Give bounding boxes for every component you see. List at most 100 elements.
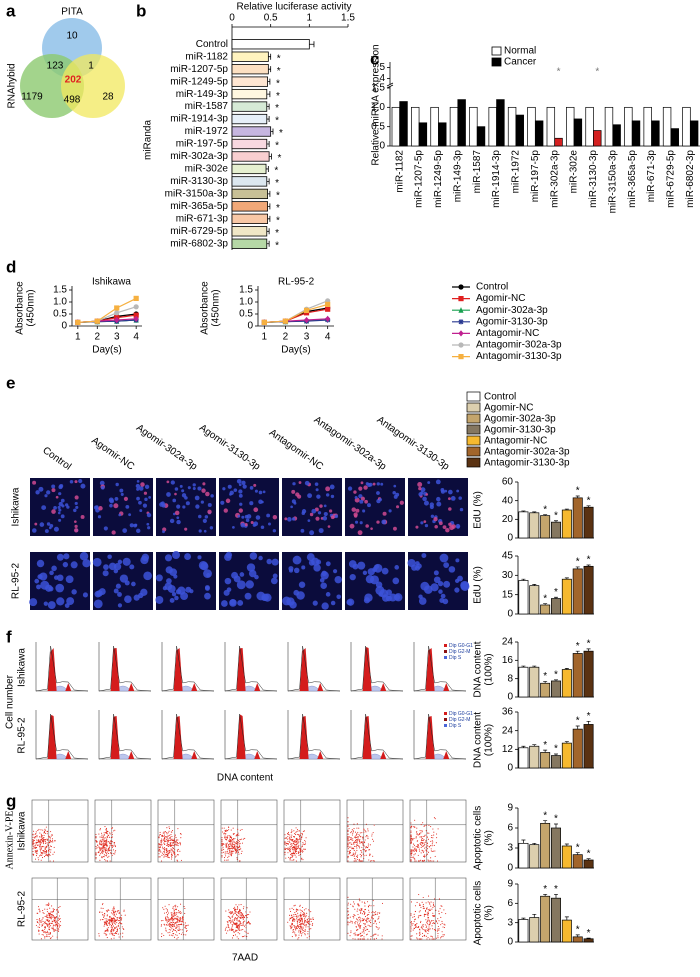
event-dot — [231, 912, 233, 914]
event-dot — [39, 839, 41, 841]
event-dot — [434, 898, 436, 900]
cell-nucleus — [321, 570, 327, 576]
event-dot — [103, 832, 105, 834]
event-dot — [416, 833, 418, 835]
event-dot — [109, 921, 111, 923]
event-dot — [291, 842, 293, 845]
event-dot — [293, 905, 295, 907]
event-dot — [289, 919, 291, 921]
event-dot — [425, 830, 427, 832]
error-bar — [575, 566, 580, 569]
event-dot — [160, 925, 162, 927]
event-dot — [176, 919, 178, 921]
event-dot — [47, 932, 49, 934]
event-dot — [166, 848, 168, 850]
event-dot — [165, 927, 167, 929]
flow-legend-label: Dip S — [449, 655, 462, 661]
cell-nucleus — [58, 501, 63, 507]
event-dot — [165, 929, 167, 931]
histogram — [35, 642, 89, 692]
event-dot — [224, 851, 226, 853]
event-dot — [425, 931, 427, 933]
event-dot — [296, 850, 298, 852]
event-dot — [433, 817, 435, 819]
event-dot — [98, 933, 100, 935]
event-dot — [360, 850, 362, 852]
event-dot — [171, 925, 174, 928]
event-dot — [347, 845, 349, 847]
event-dot — [38, 840, 40, 843]
event-dot — [111, 920, 113, 922]
cell-nucleus — [58, 518, 62, 522]
event-dot — [231, 848, 234, 850]
significance-mark: * — [275, 178, 279, 189]
event-dot — [362, 838, 364, 840]
event-dot — [236, 850, 238, 852]
event-dot — [297, 926, 299, 928]
event-dot — [44, 921, 46, 924]
event-dot — [418, 893, 420, 896]
cell-nucleus — [56, 597, 65, 606]
cell-nucleus — [108, 562, 117, 571]
event-dot — [54, 929, 56, 931]
event-dot — [371, 917, 373, 919]
event-dot — [230, 836, 232, 838]
event-dot — [106, 849, 108, 851]
event-dot — [347, 921, 349, 923]
event-dot — [223, 848, 225, 850]
event-dot — [249, 923, 251, 925]
event-dot — [416, 937, 418, 939]
cell-nucleus — [62, 561, 69, 568]
event-dot — [172, 847, 175, 850]
event-dot — [58, 926, 61, 928]
event-dot — [163, 908, 165, 910]
event-dot — [107, 909, 109, 911]
event-dot — [101, 834, 103, 836]
significance-mark: * — [554, 669, 558, 680]
bar — [561, 742, 572, 769]
event-dot — [241, 828, 243, 831]
event-dot — [226, 836, 228, 838]
event-dot — [285, 848, 287, 850]
y-tick-label: 24 — [502, 637, 514, 648]
event-dot — [58, 930, 60, 932]
event-dot — [299, 926, 301, 928]
cell-nucleus — [57, 505, 61, 510]
event-dot — [425, 840, 427, 842]
event-dot — [378, 916, 380, 918]
event-dot — [169, 921, 171, 923]
cell-nucleus — [136, 496, 140, 501]
event-dot — [420, 832, 422, 834]
event-dot — [166, 850, 168, 852]
event-dot — [417, 840, 419, 842]
event-dot — [115, 932, 118, 934]
event-dot — [98, 846, 100, 848]
event-dot — [163, 847, 166, 849]
event-dot — [303, 909, 305, 911]
event-dot — [421, 860, 423, 862]
bar — [529, 666, 540, 698]
event-dot — [432, 936, 434, 938]
bar — [561, 578, 572, 615]
event-dot — [293, 830, 295, 832]
event-dot — [34, 851, 36, 853]
event-dot — [176, 912, 178, 914]
error-bar — [521, 917, 526, 920]
event-dot — [175, 912, 177, 914]
event-dot — [371, 833, 373, 835]
event-dot — [118, 925, 120, 927]
cell-nucleus — [355, 508, 360, 513]
cell-nucleus — [122, 557, 131, 566]
event-dot — [414, 910, 416, 912]
event-dot — [172, 935, 174, 937]
cell-nucleus — [272, 514, 278, 520]
cell-nucleus — [348, 560, 357, 568]
event-dot — [410, 838, 412, 840]
event-dot — [38, 841, 40, 843]
event-dot — [46, 924, 48, 926]
event-dot — [228, 855, 230, 857]
event-dot — [298, 847, 300, 849]
event-dot — [117, 917, 119, 919]
event-dot — [347, 824, 349, 826]
event-dot — [42, 839, 44, 842]
